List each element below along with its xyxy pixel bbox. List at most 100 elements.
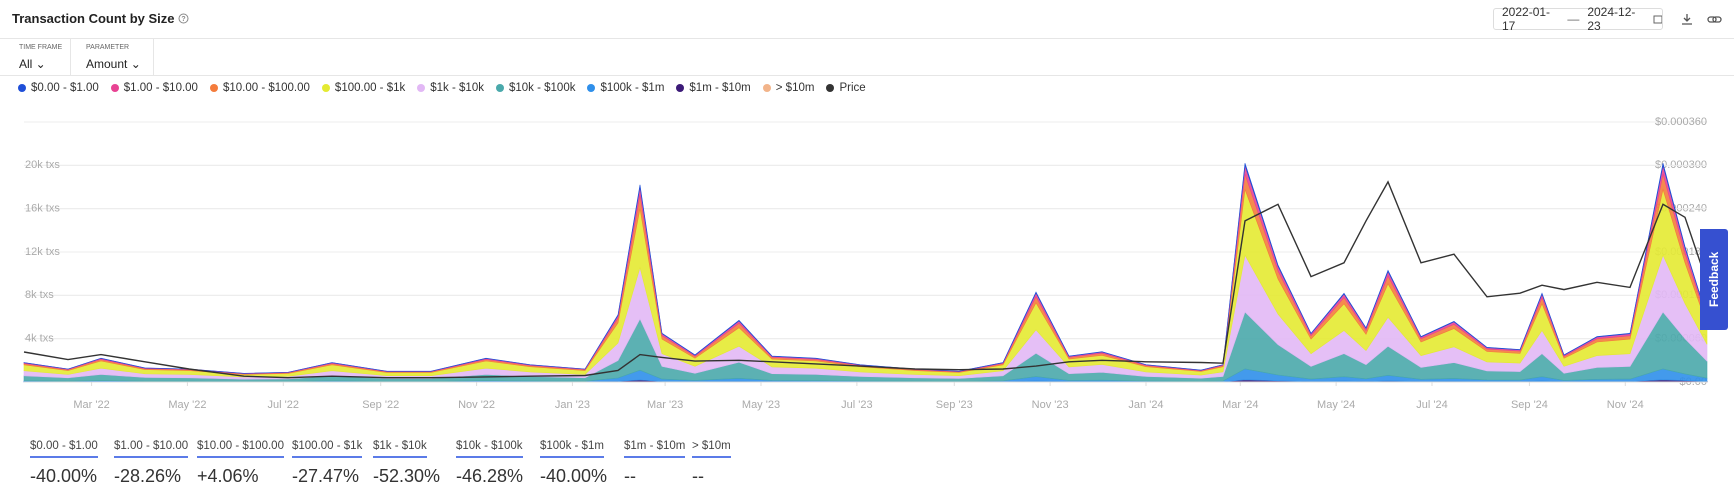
filter-label: TIME FRAME (19, 44, 63, 51)
stat: $100k - $1m -40.00% (540, 436, 607, 487)
stat: $1.00 - $10.00 -28.26% (114, 436, 189, 487)
legend-label: > $10m (775, 82, 815, 94)
stat: > $10m -- (692, 436, 731, 487)
x-tick-label: Jul '23 (841, 399, 872, 411)
x-tick-label: Mar '23 (647, 399, 683, 411)
y-tick-label: 8k txs (25, 289, 54, 301)
x-tick-label: Nov '23 (1032, 399, 1069, 411)
x-tick-label: Sep '24 (1511, 399, 1548, 411)
stat-label: $10k - $100k (456, 440, 523, 458)
filter[interactable]: PARAMETER Amount ⌄ (86, 44, 141, 71)
legend-label: $1k - $10k (430, 82, 484, 94)
x-tick-label: Nov '22 (458, 399, 495, 411)
date-to: 2024-12-23 (1587, 5, 1636, 33)
legend-dot (676, 84, 685, 92)
legend-label: $100.00 - $1k (334, 82, 406, 94)
x-tick-label: Nov '24 (1607, 399, 1644, 411)
x-tick-label: Jul '24 (1416, 399, 1447, 411)
x-tick-label: May '24 (1317, 399, 1355, 411)
legend-dot (18, 84, 26, 92)
stat-value: +4.06% (197, 466, 259, 486)
chart: $0.00$0.000060$0.000120$0.000180$0.00024… (23, 116, 1708, 411)
divider (153, 38, 154, 75)
toolbar-icons (1682, 14, 1722, 25)
legend-item: $1.00 - $10.00 (110, 82, 198, 94)
filter[interactable]: TIME FRAME All ⌄ (19, 44, 63, 71)
legend-dot (209, 84, 218, 92)
stat: $1m - $10m -- (624, 436, 686, 487)
legend-item: $100k - $1m (587, 82, 664, 94)
x-tick-label: Jan '24 (1128, 399, 1163, 411)
stat-label: $1k - $10k (373, 440, 427, 458)
stat: $10k - $100k -46.28% (456, 436, 523, 487)
x-tick-label: Mar '24 (1222, 399, 1258, 411)
legend-label: Price (839, 82, 866, 94)
legend: $0.00 - $1.00 $1.00 - $10.00 $10.00 - $100… (18, 82, 866, 94)
legend-item: Price (826, 82, 866, 94)
legend-dot (826, 84, 835, 92)
y-tick-label: 12k txs (25, 246, 60, 258)
y2-tick-label: $0.000360 (1655, 116, 1707, 128)
legend-item: > $10m (762, 82, 815, 94)
x-tick-label: May '22 (168, 399, 206, 411)
stat-value: -- (624, 466, 636, 486)
svg-text:?: ? (182, 16, 186, 23)
help-icon[interactable]: ? (178, 13, 189, 24)
x-tick-label: May '23 (742, 399, 780, 411)
price-line (23, 180, 1708, 379)
download-icon[interactable] (1682, 14, 1692, 25)
stat-label: $100.00 - $1k (292, 440, 363, 458)
calendar-icon (1653, 15, 1662, 24)
y-tick-label: 20k txs (25, 159, 60, 171)
y-tick-label: 16k txs (25, 203, 60, 215)
stat: $10.00 - $100.00 +4.06% (197, 436, 284, 487)
link-icon[interactable] (1707, 16, 1722, 23)
legend-dot (587, 84, 596, 92)
x-tick-label: Jul '22 (268, 399, 299, 411)
date-range[interactable]: 2022-01-17—2024-12-23 (1493, 5, 1663, 33)
legend-item: $10k - $100k (495, 82, 576, 94)
stat-value: -27.47% (292, 466, 360, 486)
stat-value: -- (692, 466, 704, 486)
stat-value: -28.26% (114, 466, 182, 486)
area (23, 254, 1708, 380)
x-tick-label: Sep '22 (362, 399, 399, 411)
filter-value: Amount (86, 57, 128, 71)
legend-dot (417, 84, 426, 92)
legend-dot (495, 84, 504, 92)
stat-label: $10.00 - $100.00 (197, 440, 284, 458)
legend-item: $1m - $10m (676, 82, 751, 94)
legend-label: $100k - $1m (600, 82, 665, 94)
legend-dot (110, 84, 119, 92)
stat-label: $100k - $1m (540, 440, 604, 458)
stat-value: -40.00% (540, 466, 608, 486)
legend-label: $10k - $100k (508, 82, 576, 94)
stat: $1k - $10k -52.30% (373, 436, 440, 487)
legend-label: $1m - $10m (689, 82, 751, 94)
date-from: 2022-01-17 (1502, 5, 1551, 33)
stat-value: -52.30% (373, 466, 441, 486)
filter-value: All (19, 57, 33, 71)
legend-dot (762, 84, 771, 92)
y-tick-label: 4k txs (25, 333, 54, 345)
legend-item: $100.00 - $1k (321, 82, 406, 94)
widget-title: Transaction Count by Size ? (12, 11, 189, 26)
stat-value: -46.28% (456, 466, 524, 486)
legend-item: $10.00 - $100.00 (209, 82, 310, 94)
legend-item: $0.00 - $1.00 (18, 82, 99, 94)
stat-label: $1.00 - $10.00 (114, 440, 189, 458)
stat: $100.00 - $1k -27.47% (292, 436, 363, 487)
filter-label: PARAMETER (86, 44, 130, 51)
title-text: Transaction Count by Size (12, 11, 175, 26)
x-tick-label: Jan '23 (555, 399, 590, 411)
stat-label: $1m - $10m (624, 440, 686, 458)
feedback-text: Feedback (1707, 251, 1721, 308)
stat: $0.00 - $1.00 -40.00% (30, 436, 98, 487)
feedback-button[interactable]: Feedback (1700, 229, 1728, 330)
stat-value: -40.00% (30, 466, 98, 486)
legend-label: $1.00 - $10.00 (123, 82, 198, 94)
stat-label: $0.00 - $1.00 (30, 440, 98, 458)
legend-label: $0.00 - $1.00 (31, 82, 99, 94)
legend-item: $1k - $10k (417, 82, 484, 94)
